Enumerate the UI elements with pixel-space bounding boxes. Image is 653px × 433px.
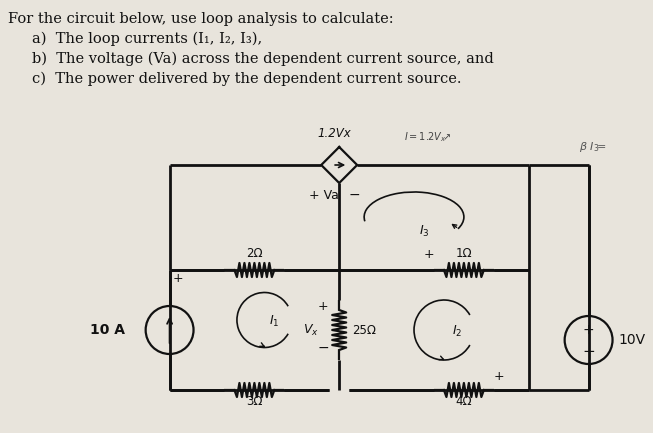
Text: +: +	[318, 300, 328, 313]
Text: −: −	[348, 188, 360, 202]
Text: −: −	[582, 345, 595, 359]
Text: +: +	[424, 248, 434, 261]
Text: +: +	[172, 272, 183, 285]
Text: 25Ω: 25Ω	[352, 323, 376, 336]
Text: −: −	[317, 341, 329, 355]
Text: $I_2$: $I_2$	[452, 324, 462, 339]
Text: $I_3$: $I_3$	[419, 224, 429, 239]
Text: $I_1$: $I_1$	[269, 314, 279, 329]
Text: 2Ω: 2Ω	[246, 247, 263, 260]
Text: 4Ω: 4Ω	[456, 395, 472, 408]
Text: 3Ω: 3Ω	[246, 395, 263, 408]
Text: $V_x$: $V_x$	[304, 323, 319, 338]
Text: $\beta\ I_3\!\!=\!$: $\beta\ I_3\!\!=\!$	[579, 140, 607, 154]
Text: 10 A: 10 A	[89, 323, 125, 337]
Text: 1Ω: 1Ω	[456, 247, 472, 260]
Text: +: +	[582, 323, 594, 337]
Text: 10V: 10V	[618, 333, 646, 347]
Text: a)  The loop currents (I₁, I₂, I₃),: a) The loop currents (I₁, I₂, I₃),	[32, 32, 262, 46]
Text: +: +	[494, 370, 504, 383]
Text: For the circuit below, use loop analysis to calculate:: For the circuit below, use loop analysis…	[8, 12, 394, 26]
Text: $I=1.2V_x\!\!\!\nearrow$: $I=1.2V_x\!\!\!\nearrow$	[404, 130, 451, 144]
Text: + Va: + Va	[310, 189, 339, 202]
Text: c)  The power delivered by the dependent current source.: c) The power delivered by the dependent …	[32, 72, 462, 87]
Text: b)  The voltage (Va) across the dependent current source, and: b) The voltage (Va) across the dependent…	[32, 52, 494, 66]
Text: 1.2Vx: 1.2Vx	[317, 127, 351, 140]
